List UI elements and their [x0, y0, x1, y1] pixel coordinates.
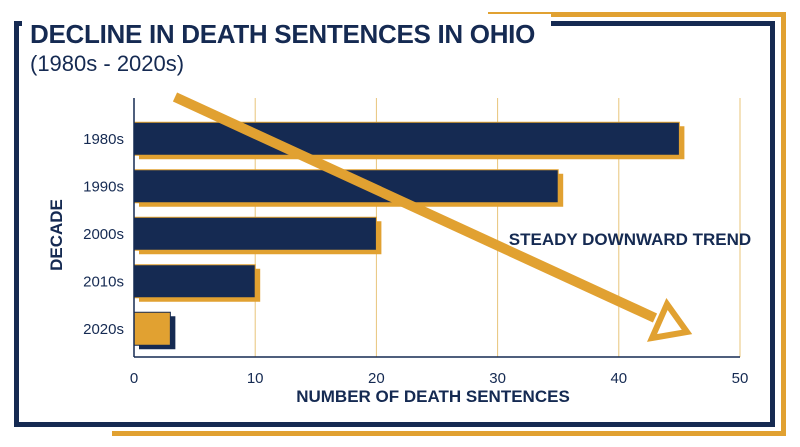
bar — [133, 264, 256, 299]
bars — [133, 121, 685, 350]
x-tick-label: 20 — [368, 370, 385, 387]
x-tick-label: 40 — [610, 370, 627, 387]
axes — [133, 98, 740, 358]
chart-subtitle: (1980s - 2020s) — [30, 51, 185, 76]
trend-arrow-head — [647, 297, 693, 342]
bar — [133, 169, 559, 204]
tick-labels: 0 10 20 30 40 50 1980s 1990s 2000s 2010s 2020s — [83, 131, 748, 387]
bar — [133, 121, 680, 156]
x-tick-label: 50 — [732, 370, 749, 387]
trend-annotation: STEADY DOWNWARD TREND — [509, 230, 751, 249]
y-tick-label: 1990s — [83, 178, 124, 195]
x-tick-label: 30 — [489, 370, 506, 387]
gold-frame-bottom — [112, 431, 786, 436]
bar — [133, 216, 377, 251]
bar — [133, 311, 171, 346]
x-tick-label: 0 — [130, 370, 138, 387]
gold-frame-right — [781, 12, 786, 436]
y-tick-label: 2010s — [83, 273, 124, 290]
y-axis-title: DECADE — [47, 199, 66, 271]
x-tick-label: 10 — [247, 370, 264, 387]
gold-frame-top — [488, 12, 786, 17]
trend-arrow-shaft — [172, 92, 658, 323]
y-tick-label: 2020s — [83, 321, 124, 338]
trend-arrow — [172, 92, 693, 342]
x-axis-title: NUMBER OF DEATH SENTENCES — [296, 387, 570, 406]
y-tick-label: 1980s — [83, 131, 124, 148]
title-block: DECLINE IN DEATH SENTENCES IN OHIO (1980… — [22, 14, 552, 82]
y-tick-label: 2000s — [83, 226, 124, 243]
chart-title: DECLINE IN DEATH SENTENCES IN OHIO — [30, 19, 536, 49]
